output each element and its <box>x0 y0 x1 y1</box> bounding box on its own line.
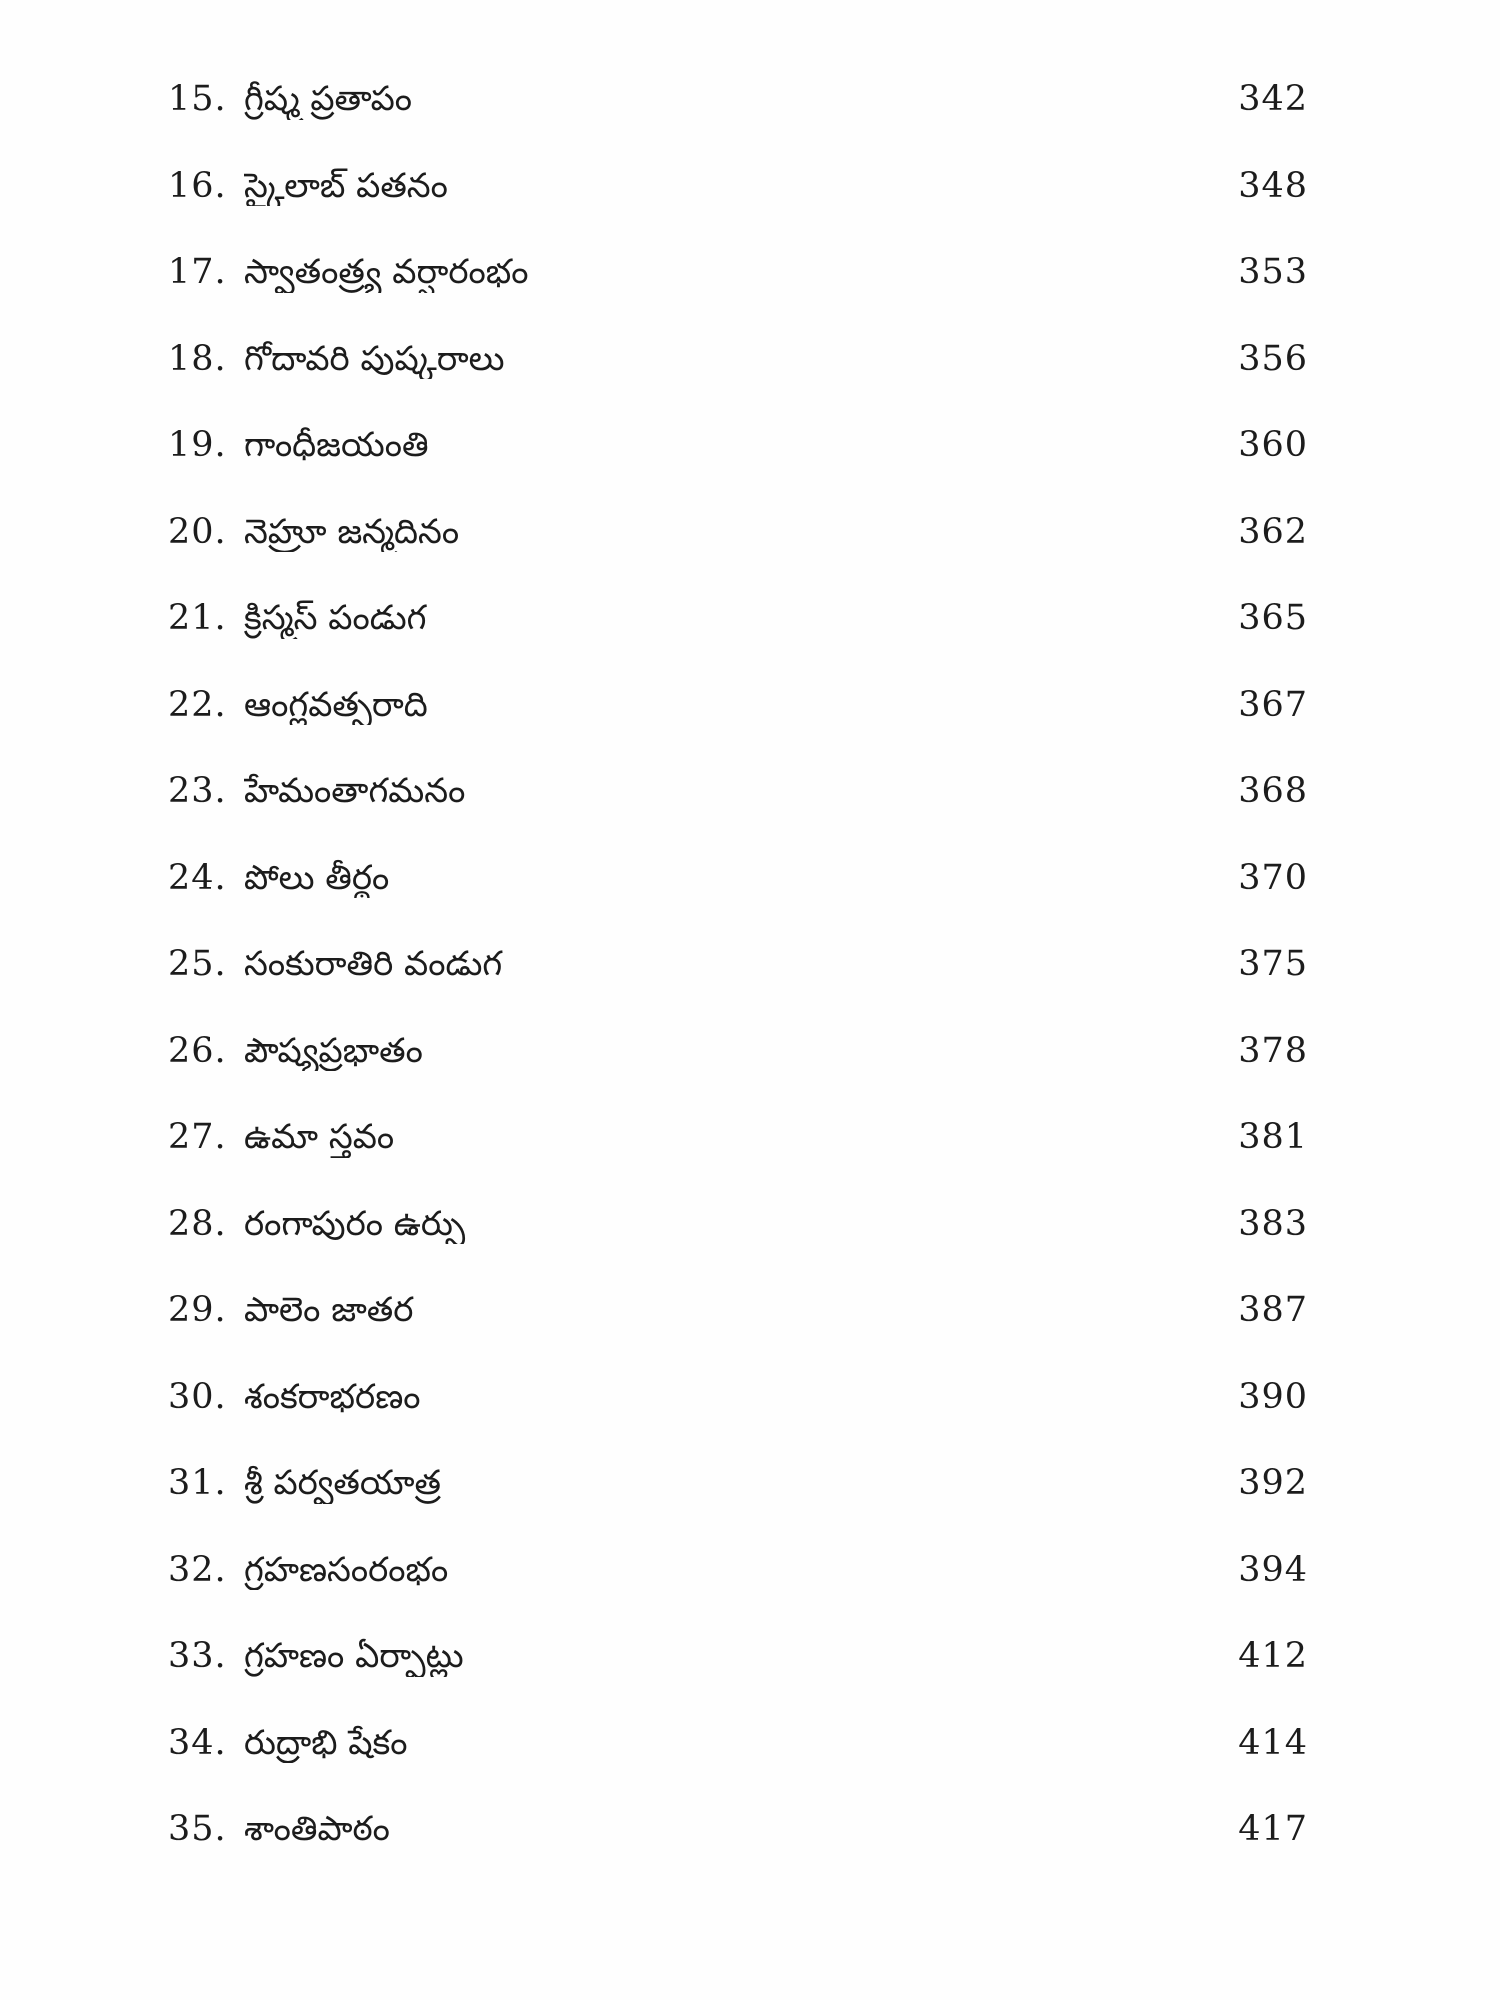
toc-entry-page: 348 <box>1238 165 1308 206</box>
toc-entry-title: గ్రహణసంరంభం <box>244 1549 449 1590</box>
toc-entry-number: 33. <box>168 1636 227 1676</box>
toc-entry-number: 23. <box>168 771 227 811</box>
toc-entry-number: 32. <box>168 1549 227 1590</box>
toc-entry-number: 18. <box>168 338 227 379</box>
toc-row: 30. శంకరాభరణం 390 <box>168 1376 1308 1463</box>
toc-row: 15. గ్రీష్మ ప్రతాపం 342 <box>168 78 1308 165</box>
toc-row: 34. రుద్రాభి షేకం 414 <box>168 1722 1308 1809</box>
toc-entry-number: 29. <box>168 1290 227 1330</box>
toc-entry-number: 24. <box>168 857 227 898</box>
toc-entry-title: రుద్రాభి షేకం <box>244 1722 408 1763</box>
toc-entry-page: 367 <box>1238 684 1308 725</box>
toc-entry-page: 387 <box>1238 1290 1308 1330</box>
toc-row: 25. సంకురాతిరి వండుగ 375 <box>168 943 1308 1030</box>
toc-row: 29. పాలెం జాతర 387 <box>168 1289 1308 1376</box>
toc-entry-number: 26. <box>168 1030 227 1071</box>
toc-entry-number: 21. <box>168 598 227 638</box>
toc-entry-title: గోదావరి పుష్కరాలు <box>244 338 505 379</box>
toc-entry-page: 394 <box>1238 1549 1308 1590</box>
toc-entry-page: 390 <box>1238 1376 1308 1417</box>
toc-row: 26. పౌష్యప్రభాతం 378 <box>168 1030 1308 1117</box>
toc-entry-title: శాంతిపాఠం <box>244 1809 390 1849</box>
toc-entry-page: 362 <box>1238 511 1308 552</box>
toc-entry-title: గ్రీష్మ ప్రతాపం <box>244 79 413 119</box>
toc-row: 21. క్రిస్మస్ పండుగ 365 <box>168 597 1308 684</box>
toc-entry-page: 381 <box>1238 1117 1308 1157</box>
toc-row: 28. రంగాపురం ఉర్సు 383 <box>168 1203 1308 1290</box>
toc-entry-title: పాలెం జాతర <box>244 1290 414 1330</box>
toc-row: 22. ఆంగ్లవత్సరాది 367 <box>168 684 1308 771</box>
toc-entry-page: 392 <box>1238 1463 1308 1503</box>
toc-entry-page: 412 <box>1238 1636 1308 1676</box>
toc-entry-number: 30. <box>168 1376 227 1417</box>
toc-entry-title: స్వాతంత్ర్య వర్షారంభం <box>244 252 529 292</box>
toc-entry-number: 20. <box>168 511 227 552</box>
toc-entry-page: 370 <box>1238 857 1308 898</box>
toc-entry-page: 378 <box>1238 1030 1308 1071</box>
toc-entry-number: 27. <box>168 1117 227 1157</box>
toc-entry-title: సంకురాతిరి వండుగ <box>244 944 503 984</box>
toc-entry-number: 22. <box>168 684 227 725</box>
toc-entry-page: 356 <box>1238 338 1308 379</box>
toc-row: 35. శాంతిపాఠం 417 <box>168 1808 1308 1895</box>
toc-entry-number: 19. <box>168 425 227 465</box>
toc-row: 31. శ్రీ పర్వతయాత్ర 392 <box>168 1462 1308 1549</box>
toc-entry-number: 25. <box>168 944 227 984</box>
toc-entry-number: 28. <box>168 1203 227 1244</box>
toc-entry-title: ఉమా స్తవం <box>244 1117 395 1157</box>
toc-row: 27. ఉమా స్తవం 381 <box>168 1116 1308 1203</box>
toc-entry-page: 365 <box>1238 598 1308 638</box>
toc-entry-title: పోలు తీర్థం <box>244 857 390 898</box>
toc-entry-page: 414 <box>1238 1722 1308 1763</box>
toc-entry-title: శంకరాభరణం <box>244 1376 421 1417</box>
toc-row: 16. స్కైలాబ్ పతనం 348 <box>168 165 1308 252</box>
toc-entry-title: రంగాపురం ఉర్సు <box>244 1203 466 1244</box>
toc-row: 18. గోదావరి పుష్కరాలు 356 <box>168 338 1308 425</box>
table-of-contents: 15. గ్రీష్మ ప్రతాపం 342 16. స్కైలాబ్ పతన… <box>168 78 1308 1895</box>
toc-row: 17. స్వాతంత్ర్య వర్షారంభం 353 <box>168 251 1308 338</box>
toc-entry-title: ఆంగ్లవత్సరాది <box>244 684 428 725</box>
toc-entry-title: క్రిస్మస్ పండుగ <box>244 598 427 638</box>
toc-entry-number: 16. <box>168 165 227 206</box>
toc-entry-title: హేమంతాగమనం <box>244 771 466 811</box>
toc-entry-number: 31. <box>168 1463 227 1503</box>
toc-entry-number: 17. <box>168 252 227 292</box>
toc-entry-page: 342 <box>1238 79 1308 119</box>
toc-entry-number: 15. <box>168 79 227 119</box>
toc-entry-title: స్కైలాబ్ పతనం <box>244 165 448 206</box>
toc-entry-page: 375 <box>1238 944 1308 984</box>
toc-entry-title: నెహ్రూ జన్మదినం <box>244 511 460 552</box>
toc-entry-title: గ్రహణం ఏర్పాట్లు <box>244 1636 464 1676</box>
toc-row: 20. నెహ్రూ జన్మదినం 362 <box>168 511 1308 598</box>
toc-row: 32. గ్రహణసంరంభం 394 <box>168 1549 1308 1636</box>
toc-entry-page: 417 <box>1238 1809 1308 1849</box>
toc-entry-number: 35. <box>168 1809 227 1849</box>
toc-entry-title: పౌష్యప్రభాతం <box>244 1030 423 1071</box>
toc-entry-page: 353 <box>1238 252 1308 292</box>
toc-row: 33. గ్రహణం ఏర్పాట్లు 412 <box>168 1635 1308 1722</box>
toc-entry-page: 383 <box>1238 1203 1308 1244</box>
toc-entry-number: 34. <box>168 1722 227 1763</box>
toc-entry-page: 360 <box>1238 425 1308 465</box>
toc-entry-title: శ్రీ పర్వతయాత్ర <box>244 1463 441 1503</box>
toc-row: 23. హేమంతాగమనం 368 <box>168 770 1308 857</box>
toc-row: 19. గాంధీజయంతి 360 <box>168 424 1308 511</box>
toc-entry-page: 368 <box>1238 771 1308 811</box>
toc-entry-title: గాంధీజయంతి <box>244 425 429 465</box>
toc-row: 24. పోలు తీర్థం 370 <box>168 857 1308 944</box>
